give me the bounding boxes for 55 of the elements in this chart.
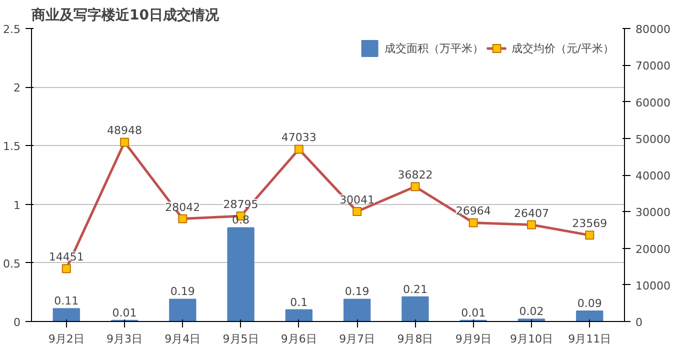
data-label: 14451 [48, 250, 84, 264]
y-tick-label: 2 [14, 82, 20, 95]
data-label: 0.01 [461, 306, 486, 320]
y-tick-label: 1 [14, 198, 20, 212]
data-label: 0.09 [577, 296, 602, 310]
x-tick-label: 9月8日 [397, 332, 434, 346]
x-tick-label: 9月6日 [280, 332, 317, 346]
x-tick-label: 9月5日 [222, 332, 259, 346]
x-tick-label: 9月4日 [164, 332, 201, 346]
y-tick-label: 2.5 [3, 23, 21, 36]
bar [169, 298, 196, 322]
chart-title: 商业及写字楼近10日成交情况 [30, 6, 220, 24]
bar [343, 298, 371, 322]
data-label: 0.19 [344, 285, 370, 298]
y-tick-label: 1.5 [3, 140, 21, 154]
data-label: 0.1 [290, 296, 308, 309]
x-tick-label: 9月7日 [339, 332, 376, 346]
y2-tick-label: 0 [636, 316, 642, 329]
y2-tick-label: 70000 [636, 60, 670, 73]
legend-label: 成交面积（万平米） [384, 40, 484, 56]
data-label: 48948 [107, 124, 142, 138]
data-label: 28795 [223, 198, 258, 212]
y2-tick-label: 30000 [636, 206, 670, 220]
bar [52, 308, 80, 322]
bar [285, 309, 313, 322]
bar [576, 310, 604, 322]
data-label: 23569 [572, 217, 608, 230]
y2-tick-label: 80000 [636, 23, 670, 36]
legend-label: 成交均价（元/平米） [511, 40, 614, 56]
data-label: 30041 [340, 193, 375, 206]
y2-tick-label: 20000 [636, 242, 670, 256]
x-tick-label: 9月2日 [48, 332, 84, 346]
y2-tick-label: 40000 [636, 170, 670, 182]
y2-tick-label: 50000 [636, 132, 670, 146]
y-tick-label: 0 [14, 316, 20, 329]
x-tick-label: 9月11日 [568, 332, 612, 346]
data-label: 26964 [456, 204, 491, 218]
data-label: 47033 [281, 131, 316, 144]
y-tick-label: 0.5 [3, 257, 21, 270]
data-label: 0.02 [519, 305, 544, 318]
data-label: 0.21 [402, 282, 428, 296]
data-label: 26407 [514, 206, 549, 220]
x-tick-label: 9月10日 [510, 332, 553, 346]
data-label: 0.01 [112, 306, 137, 320]
data-label: 0.11 [54, 294, 79, 308]
data-label: 28042 [165, 200, 200, 214]
y2-tick-label: 60000 [636, 96, 670, 110]
data-label: 0.8 [232, 214, 250, 227]
bar [227, 227, 254, 322]
data-label: 36822 [398, 168, 433, 182]
y2-tick-label: 10000 [636, 279, 670, 292]
data-label: 0.19 [170, 285, 195, 298]
bar [402, 296, 429, 322]
x-tick-label: 9月3日 [106, 332, 143, 346]
x-tick-label: 9月9日 [455, 332, 492, 346]
